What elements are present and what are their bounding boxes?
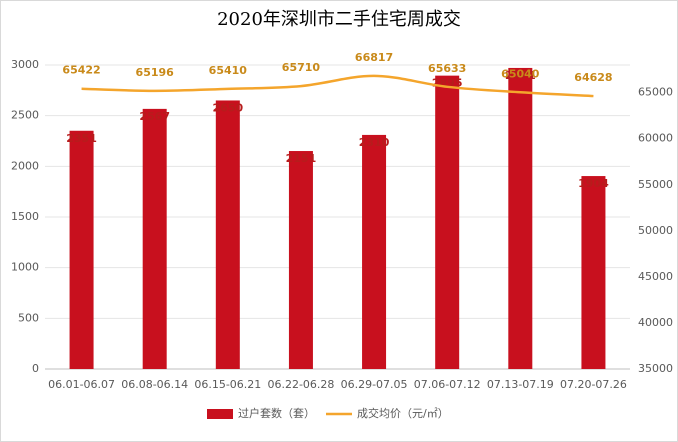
x-tick-label: 06.29-07.05: [341, 378, 408, 391]
bar: [142, 108, 167, 370]
y-tick-label: 1500: [11, 210, 39, 223]
bar-value-label: 2650: [213, 101, 244, 114]
legend-label: 过户套数（套）: [238, 406, 315, 420]
legend-swatch: [207, 409, 233, 419]
y2-tick-label: 60000: [638, 132, 673, 145]
bar: [435, 75, 460, 369]
line: [81, 74, 594, 98]
y2-tick-label: 55000: [638, 178, 673, 191]
y-tick-label: 1000: [11, 261, 39, 274]
y2-tick-label: 50000: [638, 224, 673, 237]
x-tick-label: 07.06-07.12: [414, 378, 481, 391]
bar-value-label: 1904: [578, 177, 609, 190]
y-tick-label: 3000: [11, 58, 39, 71]
x-tick-label: 07.13-07.19: [487, 378, 554, 391]
bar: [362, 134, 387, 369]
x-tick-label: 06.01-06.07: [48, 378, 115, 391]
x-tick-label: 07.20-07.26: [560, 378, 627, 391]
bar-value-label: 2351: [66, 132, 97, 145]
bar: [69, 130, 94, 369]
line-value-label: 65710: [282, 61, 321, 74]
bar: [508, 67, 533, 370]
y-tick-label: 2500: [11, 109, 39, 122]
bar-value-label: 2310: [359, 136, 390, 149]
line-value-label: 65196: [136, 66, 175, 79]
y2-tick-label: 35000: [638, 362, 673, 375]
y2-tick-label: 40000: [638, 316, 673, 329]
y-tick-label: 0: [32, 362, 39, 375]
y-tick-label: 500: [18, 311, 39, 324]
line-value-label: 65422: [62, 64, 100, 77]
x-tick-label: 06.22-06.28: [267, 378, 334, 391]
y-tick-label: 2000: [11, 159, 39, 172]
line-value-label: 66817: [355, 51, 393, 64]
line-value-label: 65633: [428, 62, 466, 75]
bar: [288, 151, 313, 369]
bar: [215, 100, 240, 369]
x-tick-label: 06.08-06.14: [121, 378, 188, 391]
line-value-label: 65040: [501, 67, 540, 80]
y2-tick-label: 45000: [638, 270, 673, 283]
x-tick-label: 06.15-06.21: [194, 378, 261, 391]
chart-title: 2020年深圳市二手住宅周成交: [217, 9, 461, 30]
y2-tick-label: 65000: [638, 86, 673, 99]
legend-label: 成交均价（元/㎡）: [357, 406, 449, 420]
bar-value-label: 2567: [139, 110, 170, 123]
bar-value-label: 2971: [505, 69, 536, 82]
bar: [581, 176, 606, 369]
line-value-label: 65410: [209, 64, 248, 77]
line-value-label: 64628: [574, 71, 612, 84]
bar-value-label: 2151: [286, 152, 317, 165]
